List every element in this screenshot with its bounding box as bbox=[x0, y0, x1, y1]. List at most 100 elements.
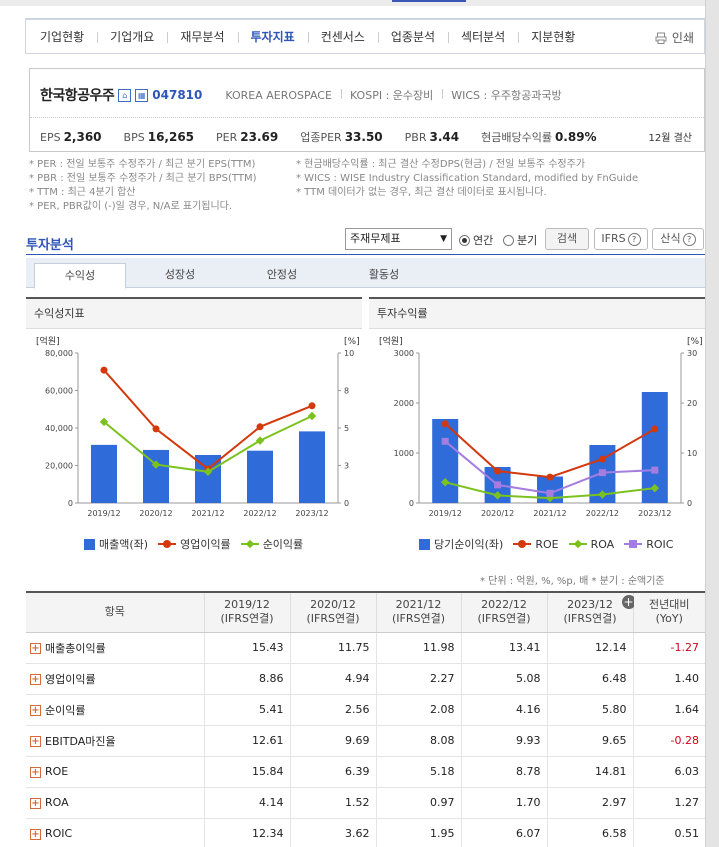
data-point bbox=[307, 411, 317, 421]
table-cell: 4.94 bbox=[289, 663, 376, 695]
table-cell: 14.81 bbox=[546, 756, 633, 788]
radio-dot bbox=[459, 234, 470, 246]
y-tick-label-right: 10 bbox=[687, 449, 697, 458]
table-header: 2019/12 (IFRS연결) bbox=[203, 592, 290, 633]
table-row: + 순이익률 5.41 2.56 2.08 4.16 5.80 1.64 bbox=[26, 694, 705, 726]
legend-item[interactable]: ROA bbox=[568, 536, 614, 552]
expand-icon[interactable]: + bbox=[30, 797, 41, 809]
expand-icon[interactable]: + bbox=[30, 736, 41, 747]
nav-item-shareholding[interactable]: 지분현황 bbox=[518, 28, 588, 46]
nav-item-company-overview[interactable]: 기업개요 bbox=[97, 28, 167, 46]
radio-dot bbox=[503, 234, 514, 246]
table-cell: 2.27 bbox=[375, 663, 461, 695]
tab-profitability[interactable]: 수익성 bbox=[34, 263, 126, 289]
table-cell: 6.58 bbox=[546, 818, 633, 847]
search-button[interactable]: 검색 bbox=[545, 228, 589, 250]
table-cell: 5.41 bbox=[203, 694, 290, 726]
legend-item[interactable]: 매출액(좌) bbox=[84, 536, 148, 552]
table-row: + 매출총이익률 15.43 11.75 11.98 13.41 12.14 -1.27 bbox=[26, 632, 705, 664]
print-button[interactable]: 인쇄 bbox=[655, 29, 694, 46]
return-chart: [억원] [%] 3000 2000 1000 0 30 20 10 0 2019/12 2020/1… bbox=[379, 335, 703, 518]
radio-annual[interactable]: 연간 bbox=[459, 232, 493, 248]
table-cell: 6.39 bbox=[289, 756, 376, 788]
y-tick-label-left: 0 bbox=[409, 499, 414, 508]
axis-unit-right: [%] bbox=[344, 337, 360, 347]
metric-eps: EPS 2,360 bbox=[40, 130, 102, 144]
row-label[interactable]: + ROIC bbox=[26, 818, 204, 847]
expand-icon[interactable]: + bbox=[30, 674, 41, 685]
bar bbox=[91, 444, 117, 503]
row-label[interactable]: + ROA bbox=[26, 787, 204, 819]
data-point bbox=[546, 489, 554, 497]
metric-per: PER 23.69 bbox=[216, 130, 279, 144]
table-cell: 4.16 bbox=[460, 694, 547, 726]
expand-icon[interactable]: + bbox=[30, 705, 41, 716]
row-label[interactable]: + 영업이익률 bbox=[26, 663, 204, 695]
y-tick-label-right: 0 bbox=[344, 499, 349, 508]
y-tick-label-right: 8 bbox=[344, 387, 349, 396]
x-tick-label: 2020/12 bbox=[481, 509, 514, 518]
legend-item[interactable]: 순이익률 bbox=[240, 536, 303, 552]
data-point bbox=[650, 483, 660, 493]
top-accent bbox=[392, 0, 466, 2]
row-label[interactable]: + 순이익률 bbox=[26, 694, 204, 726]
axis-unit-right: [%] bbox=[687, 337, 703, 347]
table-cell: 12.61 bbox=[203, 725, 290, 757]
y-tick-label-right: 30 bbox=[687, 349, 697, 358]
table-row: + ROIC 12.34 3.62 1.95 6.07 6.58 0.51 bbox=[26, 818, 705, 847]
legend-swatch bbox=[240, 539, 259, 549]
table-cell: 6.48 bbox=[546, 663, 633, 695]
home-icon[interactable]: ⌂ bbox=[118, 88, 132, 102]
row-label[interactable]: + 매출총이익률 bbox=[26, 632, 204, 664]
x-tick-label: 2023/12 bbox=[295, 509, 328, 518]
data-point bbox=[441, 420, 449, 428]
nav-item-sector-analysis[interactable]: 섹터분석 bbox=[448, 28, 518, 46]
ifrs-help-button[interactable]: IFRS? bbox=[594, 228, 648, 250]
nav-item-consensus[interactable]: 컨센서스 bbox=[307, 28, 378, 46]
data-point bbox=[151, 460, 161, 469]
chevron-down-icon: ▼ bbox=[440, 234, 447, 244]
expand-icon[interactable]: + bbox=[30, 766, 41, 778]
nav-item-financial-analysis[interactable]: 재무분석 bbox=[167, 28, 237, 46]
series-line bbox=[103, 369, 313, 471]
tab-activity[interactable]: 활동성 bbox=[368, 268, 400, 281]
formula-help-button[interactable]: 산식? bbox=[652, 228, 704, 250]
nav-item-company-status[interactable]: 기업현황 bbox=[40, 29, 85, 44]
x-tick-label: 2021/12 bbox=[191, 509, 224, 518]
table-cell: 2.97 bbox=[546, 787, 633, 819]
nav-item-industry-analysis[interactable]: 업종분석 bbox=[377, 28, 448, 46]
table-cell: 12.14 bbox=[546, 632, 633, 664]
bar bbox=[143, 449, 169, 503]
data-point bbox=[308, 402, 316, 410]
statement-type-select[interactable]: 주재무제표 ▼ bbox=[345, 228, 452, 250]
y-tick-label-right: 3 bbox=[344, 462, 349, 471]
add-column-icon[interactable]: + bbox=[621, 595, 636, 609]
row-label[interactable]: + ROE bbox=[26, 756, 204, 788]
return-chart-panel: 투자수익률 [억원] [%] 3000 2000 1000 0 30 20 10 0 2019/12… bbox=[369, 297, 705, 560]
legend-item[interactable]: 영업이익률 bbox=[158, 536, 231, 552]
table-header: 항목 bbox=[26, 592, 204, 633]
radio-quarter[interactable]: 분기 bbox=[503, 232, 537, 248]
legend-item[interactable]: 당기순이익(좌) bbox=[419, 536, 503, 552]
legend-item[interactable]: ROE bbox=[513, 536, 559, 552]
expand-icon[interactable]: + bbox=[30, 828, 41, 840]
metric-dividend-yield: 현금배당수익률 0.89% bbox=[481, 130, 597, 144]
tab-growth[interactable]: 성장성 bbox=[164, 268, 196, 281]
building-icon[interactable]: ▦ bbox=[135, 88, 149, 102]
x-tick-label: 2023/12 bbox=[638, 509, 671, 518]
y-tick-label-left: 0 bbox=[68, 499, 73, 508]
expand-icon[interactable]: + bbox=[30, 643, 41, 654]
unit-note: * 단위 : 억원, %, %p, 배 * 분기 : 순액기준 bbox=[480, 576, 665, 587]
table-cell: 13.41 bbox=[460, 632, 547, 664]
y-tick-label-left: 1000 bbox=[394, 449, 414, 458]
y-tick-label-right: 0 bbox=[687, 499, 692, 508]
nav-item-investment-indicators[interactable]: 투자지표 bbox=[237, 28, 308, 46]
row-label[interactable]: + EBITDA마진율 bbox=[26, 725, 204, 757]
yoy-cell: -0.28 bbox=[632, 725, 705, 757]
yoy-cell: 1.64 bbox=[632, 694, 705, 726]
legend-item[interactable]: ROIC bbox=[624, 536, 673, 552]
chart-title: 투자수익률 bbox=[369, 299, 705, 329]
tab-stability[interactable]: 안정성 bbox=[266, 268, 298, 281]
wics-sector: WICS : 우주항공과국방 bbox=[442, 87, 570, 103]
profitability-table: 항목 2019/12 (IFRS연결) 2020/12 (IFRS연결) 2021/… bbox=[26, 591, 705, 847]
